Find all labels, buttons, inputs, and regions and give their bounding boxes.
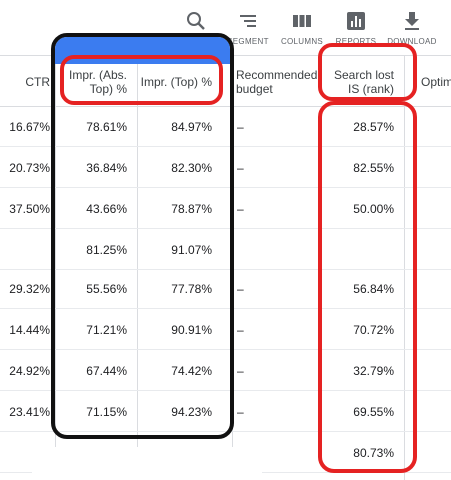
cell-ctr: 29.32%: [9, 281, 50, 296]
red-highlight-lost-is-column: [318, 101, 417, 473]
header-optimization[interactable]: Optim: [421, 75, 451, 89]
table-row[interactable]: 24.92% 67.44% 74.42% – 32.79%: [0, 350, 451, 391]
cell-search-lost-is: 50.00%: [353, 201, 394, 216]
cell-impr-top: 77.78%: [171, 281, 212, 296]
cell-search-lost-is: 56.84%: [353, 281, 394, 296]
cell-recommended-budget: –: [237, 119, 244, 134]
header-ctr[interactable]: CTR: [25, 75, 50, 89]
cell-ctr: 20.73%: [9, 160, 50, 175]
segment-icon: [237, 10, 259, 32]
cell-impr-abs-top: 81.25%: [86, 242, 127, 257]
table-row[interactable]: 16.67% 78.61% 84.97% – 28.57%: [0, 106, 451, 147]
segment-label: SEGMENT: [227, 37, 269, 46]
download-label: DOWNLOAD: [387, 37, 437, 46]
cell-impr-abs-top: 71.15%: [86, 404, 127, 419]
cell-impr-abs-top: 67.44%: [86, 363, 127, 378]
download-tool[interactable]: DOWNLOAD: [384, 10, 440, 46]
columns-label: COLUMNS: [280, 37, 324, 46]
table-row[interactable]: 29.32% 55.56% 77.78% – 56.84%: [0, 268, 451, 309]
search-tool[interactable]: [168, 10, 224, 32]
column-divider: [55, 55, 56, 480]
header-search-lost-is[interactable]: Search lost IS (rank): [333, 68, 394, 96]
header-recommended-budget[interactable]: Recommended budget: [236, 68, 318, 96]
cell-impr-top: 90.91%: [171, 322, 212, 337]
cell-impr-abs-top: 43.66%: [86, 201, 127, 216]
search-icon: [185, 10, 207, 32]
table-row[interactable]: 81.25% 91.07%: [0, 229, 451, 270]
cell-recommended-budget: –: [237, 322, 244, 337]
cell-recommended-budget: –: [237, 363, 244, 378]
cell-ctr: 14.44%: [9, 322, 50, 337]
segment-tool[interactable]: SEGMENT: [220, 10, 276, 46]
cell-recommended-budget: –: [237, 201, 244, 216]
cell-impr-abs-top: 71.21%: [86, 322, 127, 337]
cell-search-lost-is: 82.55%: [353, 160, 394, 175]
header-impr-abs-top[interactable]: Impr. (Abs. Top) %: [68, 68, 127, 96]
columns-icon: [291, 10, 313, 32]
download-icon: [401, 10, 423, 32]
cell-ctr: [0, 229, 52, 270]
columns-tool[interactable]: COLUMNS: [274, 10, 330, 46]
cell-ctr: 37.50%: [9, 201, 50, 216]
cell-ctr: 24.92%: [9, 363, 50, 378]
reports-tool[interactable]: REPORTS: [328, 10, 384, 46]
cell-search-lost-is: 28.57%: [353, 119, 394, 134]
reports-icon: [345, 10, 367, 32]
red-highlight-headers: [60, 55, 223, 105]
table-row[interactable]: 37.50% 43.66% 78.87% – 50.00%: [0, 188, 451, 229]
cell-recommended-budget: –: [237, 281, 244, 296]
cell-recommended-budget: –: [237, 404, 244, 419]
black-highlight-box: [51, 33, 234, 439]
blue-header-bar: [55, 37, 230, 64]
cell-ctr: 23.41%: [9, 404, 50, 419]
cell-search-lost-is: 32.79%: [353, 363, 394, 378]
cell-impr-top: 94.23%: [171, 404, 212, 419]
cell-search-lost-is: 70.72%: [353, 322, 394, 337]
cropped-area: [32, 447, 262, 480]
cell-impr-abs-top: 55.56%: [86, 281, 127, 296]
column-divider: [137, 55, 138, 480]
cell-search-lost-is: 69.55%: [353, 404, 394, 419]
column-divider: [404, 55, 405, 480]
cell-impr-top: 91.07%: [171, 242, 212, 257]
cell-search-lost-is: 80.73%: [353, 445, 394, 460]
cell-recommended-budget: –: [237, 160, 244, 175]
cell-impr-abs-top: 78.61%: [86, 119, 127, 134]
table-row[interactable]: 14.44% 71.21% 90.91% – 70.72%: [0, 309, 451, 350]
red-highlight-lost-is-header: [318, 43, 417, 101]
cell-recommended-budget: [237, 229, 317, 270]
cell-impr-top: 84.97%: [171, 119, 212, 134]
cell-impr-top: 82.30%: [171, 160, 212, 175]
cell-impr-top: 74.42%: [171, 363, 212, 378]
header-impr-top[interactable]: Impr. (Top) %: [140, 75, 212, 89]
cell-impr-abs-top: 36.84%: [86, 160, 127, 175]
cell-impr-top: 78.87%: [171, 201, 212, 216]
table-row[interactable]: 20.73% 36.84% 82.30% – 82.55%: [0, 147, 451, 188]
cell-ctr: 16.67%: [9, 119, 50, 134]
reports-label: REPORTS: [335, 37, 377, 46]
